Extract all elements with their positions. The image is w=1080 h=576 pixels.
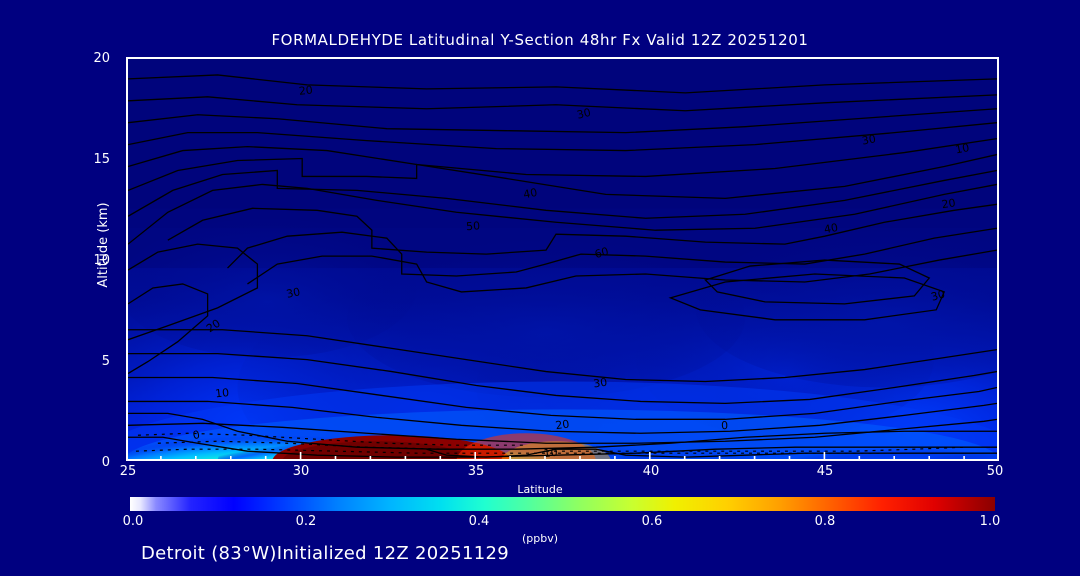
x-tick-50: 50 (986, 464, 1004, 479)
x-tick-30: 30 (292, 464, 310, 479)
contour-label-10l: 10 (215, 386, 230, 400)
contour-label-30c: 30 (861, 132, 877, 147)
contour-label-20l: 20 (204, 317, 223, 336)
contour-label-30r: 30 (930, 287, 947, 303)
x-tick-35: 35 (467, 464, 485, 479)
contour-label-40c: 40 (823, 221, 839, 236)
contour-label-0m: 0 (721, 419, 728, 432)
x-tick-45: 45 (816, 464, 834, 479)
colorbar-tick-2: 0.4 (468, 514, 490, 529)
contour-label-20r: 20 (941, 196, 957, 211)
y-axis-label: Altitude (km) (96, 202, 111, 288)
plot-frame: 20 30 40 50 60 10 20 30 30 40 30 20 10 0… (126, 57, 999, 461)
colorbar-tick-3: 0.6 (641, 514, 663, 529)
contour-label-30l: 30 (285, 285, 301, 301)
y-tick-5: 5 (101, 354, 110, 369)
contour-label-20: 20 (298, 83, 313, 97)
colorbar-units: (ppbv) (521, 532, 559, 545)
contour-label-30m: 30 (592, 376, 608, 391)
contour-label-50: 50 (466, 219, 481, 233)
footer-caption: Detroit (83°W)Initialized 12Z 20251129 (141, 543, 509, 564)
y-tick-0: 0 (101, 455, 110, 470)
y-tick-20: 20 (93, 51, 110, 66)
contour-label-30: 30 (576, 106, 593, 122)
page-title: FORMALDEHYDE Latitudinal Y-Section 48hr … (271, 31, 809, 49)
colorbar-tick-4: 0.8 (814, 514, 836, 529)
y-tick-10: 10 (93, 253, 110, 268)
x-tick-25: 25 (119, 464, 137, 479)
colorbar-tick-1: 0.2 (295, 514, 317, 529)
x-axis-label: Latitude (517, 483, 563, 496)
contour-label-10m: 10 (543, 446, 558, 460)
contour-label-20m: 20 (555, 417, 571, 432)
y-tick-15: 15 (93, 152, 110, 167)
colorbar (130, 497, 995, 511)
contour-label-0l: 0 (192, 428, 202, 442)
colorbar-tick-0: 0.0 (122, 514, 144, 529)
contour-label-10r: 10 (954, 141, 970, 156)
contour-label-60: 60 (593, 245, 610, 261)
contour-label-40: 40 (522, 186, 538, 201)
contour-lines: 20 30 40 50 60 10 20 30 30 40 30 20 10 0… (128, 74, 997, 460)
colorbar-tick-5: 1.0 (979, 514, 1001, 529)
x-tick-40: 40 (642, 464, 660, 479)
